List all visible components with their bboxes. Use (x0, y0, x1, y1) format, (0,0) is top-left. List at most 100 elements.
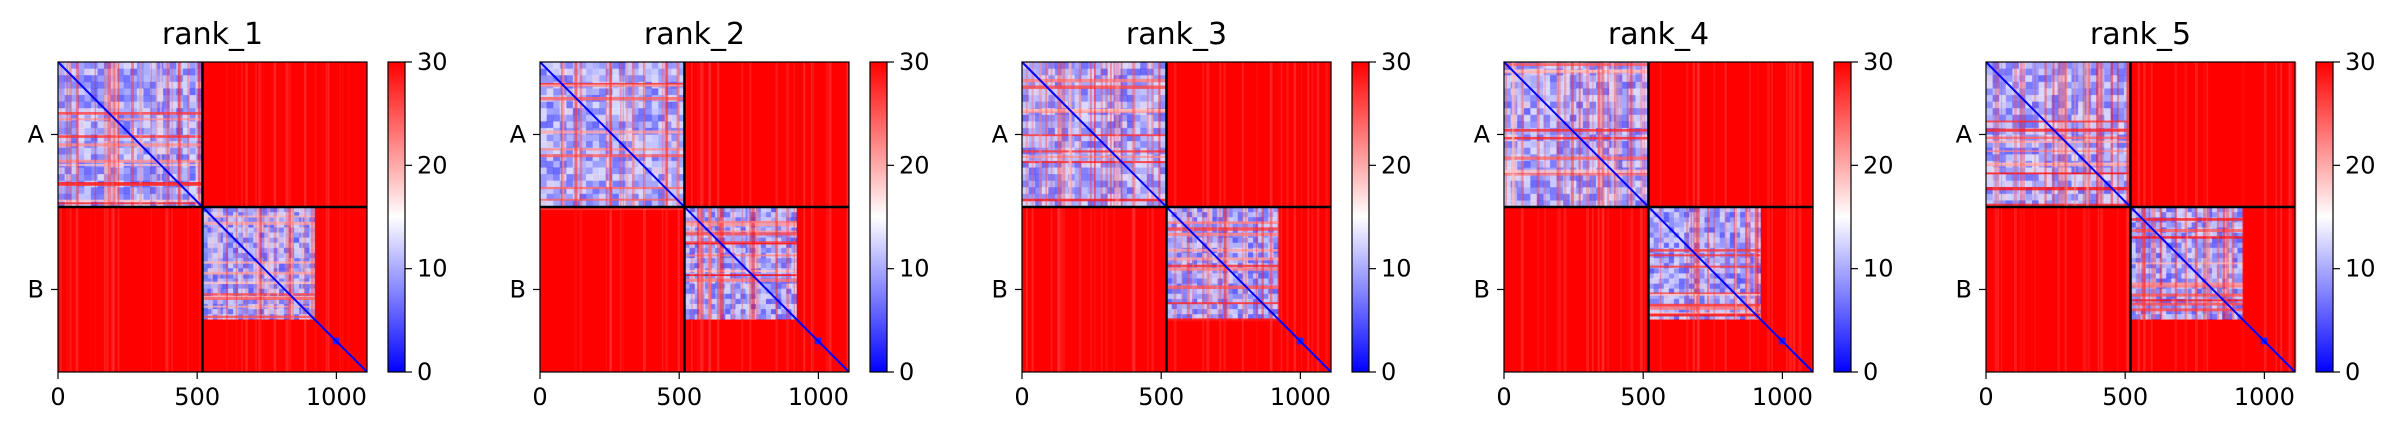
heatmap-cell (2135, 257, 2142, 264)
heatmap-cell (625, 154, 633, 162)
heatmap-cell (1589, 200, 1597, 208)
heatmap-cell (1714, 278, 1721, 284)
heatmap-texture (1031, 62, 1034, 372)
heatmap-cell (1176, 293, 1183, 300)
heatmap-cell (612, 62, 620, 70)
heatmap-cell (238, 268, 244, 274)
heatmap-cell (117, 94, 125, 103)
heatmap-cell (1536, 75, 1544, 83)
heatmap-cell (725, 212, 731, 218)
heatmap-cell (1159, 180, 1167, 188)
heatmap-cell (1041, 160, 1049, 168)
heatmap-cell (1181, 298, 1188, 305)
heatmap-cell (1081, 75, 1089, 83)
heatmap-cell (677, 114, 685, 122)
heatmap-cell (689, 273, 696, 279)
heatmap-cell (791, 298, 797, 305)
heatmap-cell (253, 273, 259, 279)
heatmap-cell (1724, 293, 1731, 300)
heatmap-cell (1273, 298, 1279, 305)
heatmap-texture (665, 62, 669, 372)
heatmap-cell (2097, 88, 2105, 96)
heatmap-cell (1166, 293, 1173, 300)
heatmap-cell (2160, 298, 2167, 305)
heatmap-cell (2130, 268, 2137, 274)
heatmap-cell (1755, 232, 1761, 239)
heatmap-cell (645, 75, 653, 83)
heatmap-cell (1648, 217, 1655, 223)
heatmap-cell (1153, 167, 1161, 175)
heatmap-cell (273, 252, 280, 259)
heatmap-cell (84, 81, 92, 89)
heatmap-cell (1237, 257, 1244, 264)
heatmap-cell (1061, 94, 1069, 103)
heatmap-cell (599, 200, 607, 208)
heatmap-cell (182, 127, 190, 135)
heatmap-cell (1543, 75, 1551, 83)
heatmap-cell (2117, 121, 2125, 129)
heatmap-cell (1719, 212, 1726, 218)
colorbar-tick-label: 20 (1863, 151, 1894, 179)
heatmap-cell (546, 62, 554, 70)
heatmap-cell (258, 278, 265, 284)
heatmap-cell (2097, 180, 2105, 188)
heatmap-cell (1549, 94, 1558, 103)
heatmap-cell (579, 121, 587, 129)
heatmap-cell (1127, 81, 1135, 89)
heatmap-cell (1549, 200, 1558, 208)
heatmap-cell (765, 283, 772, 290)
heatmap-cell (776, 206, 782, 213)
heatmap-cell (212, 283, 219, 290)
heatmap-texture (661, 62, 664, 372)
heatmap-texture (1293, 62, 1296, 372)
heatmap-cell (143, 68, 151, 76)
heatmap-cell (1653, 237, 1660, 244)
heatmap-texture (1113, 62, 1115, 372)
heatmap-cell (1549, 75, 1558, 83)
heatmap-cell (1054, 141, 1062, 149)
heatmap-texture (60, 62, 62, 372)
heatmap-cell (1709, 206, 1716, 213)
heatmap-streak (2060, 62, 2064, 207)
heatmap-cell (1517, 108, 1525, 116)
heatmap-cell (273, 298, 280, 305)
heatmap-cell (1048, 200, 1056, 208)
heatmap-cell (1653, 268, 1660, 274)
heatmap-cell (1641, 141, 1649, 149)
heatmap-cell (1217, 288, 1223, 295)
heatmap-cell (243, 252, 249, 259)
heatmap-cell (671, 167, 679, 175)
heatmap-cell (1734, 314, 1741, 320)
heatmap-cell (253, 288, 259, 295)
heatmap-cell (1563, 141, 1571, 149)
heatmap-cell (1028, 121, 1036, 129)
heatmap-cell (169, 94, 177, 103)
heatmap-cell (143, 114, 151, 122)
heatmap-cell (1750, 232, 1756, 239)
heatmap-cell (671, 174, 679, 182)
heatmap-cell (618, 101, 626, 109)
heatmap-cell (1530, 94, 1538, 103)
heatmap-cell (1658, 222, 1665, 228)
heatmap-cell (2045, 108, 2053, 116)
heatmap-cell (84, 127, 92, 135)
heatmap-cell (2064, 187, 2072, 195)
heatmap-cell (103, 174, 112, 182)
heatmap-cell (64, 94, 72, 103)
heatmap-cell (2005, 88, 2013, 96)
heatmap-cell (625, 121, 633, 129)
heatmap-cell (1999, 167, 2007, 175)
heatmap-streak (1648, 303, 1761, 307)
heatmap-cell (699, 206, 706, 213)
heatmap-cell (278, 222, 285, 228)
heatmap-cell (781, 247, 787, 254)
heatmap-cell (1658, 227, 1665, 233)
heatmap-cell (1673, 268, 1680, 274)
heatmap-cell (1263, 257, 1269, 264)
heatmap-cell (77, 127, 85, 135)
heatmap-cell (1100, 75, 1108, 83)
heatmap-cell (2051, 154, 2059, 162)
heatmap-cell (1602, 114, 1610, 122)
heatmap-cell (268, 268, 275, 274)
heatmap-cell (71, 134, 79, 142)
